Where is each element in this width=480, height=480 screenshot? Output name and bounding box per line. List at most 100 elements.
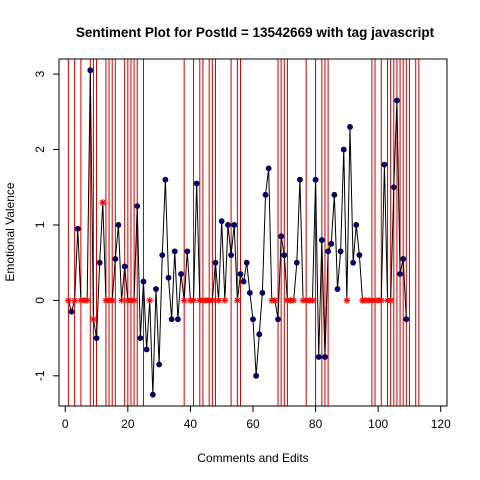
y-axis-label: Emotional Valence: [3, 182, 17, 281]
comment-point: [331, 191, 338, 198]
edit-marker: [146, 297, 153, 304]
comment-point: [218, 218, 225, 225]
comment-point: [312, 176, 319, 183]
edit-marker: [309, 297, 316, 304]
comment-point: [156, 361, 163, 368]
comment-point: [256, 331, 263, 338]
edit-marker: [118, 297, 125, 304]
comment-point: [153, 286, 159, 292]
comment-point: [315, 354, 322, 360]
x-tick-label: 120: [431, 417, 451, 431]
x-tick-label: 0: [62, 417, 69, 431]
comment-point: [293, 259, 300, 266]
edit-marker: [271, 297, 279, 304]
comment-point: [87, 67, 94, 74]
edit-marker: [108, 297, 116, 304]
comment-point: [143, 346, 150, 353]
comment-point: [250, 316, 256, 323]
edit-marker: [290, 297, 297, 304]
comment-point: [140, 278, 147, 285]
edit-marker: [190, 297, 197, 304]
edit-marker: [99, 199, 107, 206]
comment-point: [240, 278, 247, 285]
comment-point: [115, 222, 122, 228]
edit-marker: [215, 297, 222, 304]
comment-point: [193, 180, 200, 187]
y-axis: -1 0 1 2 3: [33, 70, 60, 381]
x-tick-label: 20: [121, 417, 135, 431]
plot-frame: [58, 58, 448, 407]
x-axis: 0 20 40 60 80 100 120: [62, 405, 451, 431]
comment-point: [262, 191, 269, 198]
comment-point: [149, 391, 156, 398]
comment-point: [334, 286, 341, 292]
edit-marker: [83, 297, 91, 304]
edit-marker: [209, 297, 216, 304]
comment-point: [356, 252, 363, 259]
comment-point: [259, 289, 266, 296]
edit-marker: [234, 297, 241, 304]
edit-marker: [343, 297, 351, 304]
y-tick-label: -1: [33, 370, 47, 381]
comment-point: [121, 263, 128, 270]
comment-point: [134, 203, 141, 209]
comment-point: [322, 354, 328, 360]
comment-point: [162, 176, 169, 183]
comment-point: [347, 123, 353, 130]
comment-point: [394, 97, 400, 104]
comment-point: [340, 146, 347, 153]
x-tick-label: 100: [368, 417, 388, 431]
edit-marker: [71, 297, 78, 304]
comment-point: [165, 274, 172, 281]
comment-point: [231, 222, 238, 228]
comment-point: [112, 256, 119, 262]
edit-marker: [65, 297, 72, 304]
y-tick-label: 0: [33, 297, 47, 304]
chart-title: Sentiment Plot for PostId = 13542669 wit…: [76, 25, 435, 40]
comment-point: [353, 222, 360, 228]
comment-point: [275, 316, 281, 323]
comment-point: [337, 248, 344, 255]
comment-point: [171, 248, 178, 255]
comment-point: [403, 316, 410, 323]
comment-point: [243, 259, 250, 266]
edit-marker: [180, 297, 188, 304]
comment-point: [381, 161, 388, 168]
comment-point: [328, 240, 335, 247]
comment-point: [74, 225, 81, 232]
y-tick-label: 2: [33, 146, 47, 153]
comment-point: [237, 271, 244, 277]
comment-point: [265, 165, 272, 172]
comment-point: [390, 184, 397, 191]
comment-point: [68, 308, 75, 315]
comment-point: [225, 222, 231, 228]
comment-point: [175, 316, 181, 323]
comment-point: [318, 237, 325, 243]
comment-point: [159, 252, 166, 259]
comment-point: [253, 372, 260, 379]
y-tick-label: 1: [33, 221, 47, 228]
comment-point: [228, 252, 234, 259]
comment-point: [93, 335, 100, 342]
comment-point: [168, 316, 175, 323]
comment-point: [278, 233, 285, 240]
edit-marker: [378, 297, 385, 304]
edit-marker: [387, 297, 394, 304]
comment-point: [350, 259, 357, 266]
edit-marker: [130, 297, 138, 304]
edit-lines: [67, 59, 420, 406]
comment-point: [96, 259, 103, 266]
x-axis-label: Comments and Edits: [197, 451, 308, 465]
comment-point: [137, 335, 144, 342]
edit-marker: [90, 316, 97, 323]
x-tick-label: 40: [184, 417, 198, 431]
comment-point: [325, 248, 331, 255]
comment-point: [297, 176, 303, 183]
x-tick-label: 60: [246, 417, 260, 431]
edit-marker: [221, 297, 229, 304]
x-tick-label: 80: [309, 417, 323, 431]
comment-point: [178, 271, 184, 277]
data-points: [65, 67, 410, 398]
comment-point: [212, 259, 219, 266]
